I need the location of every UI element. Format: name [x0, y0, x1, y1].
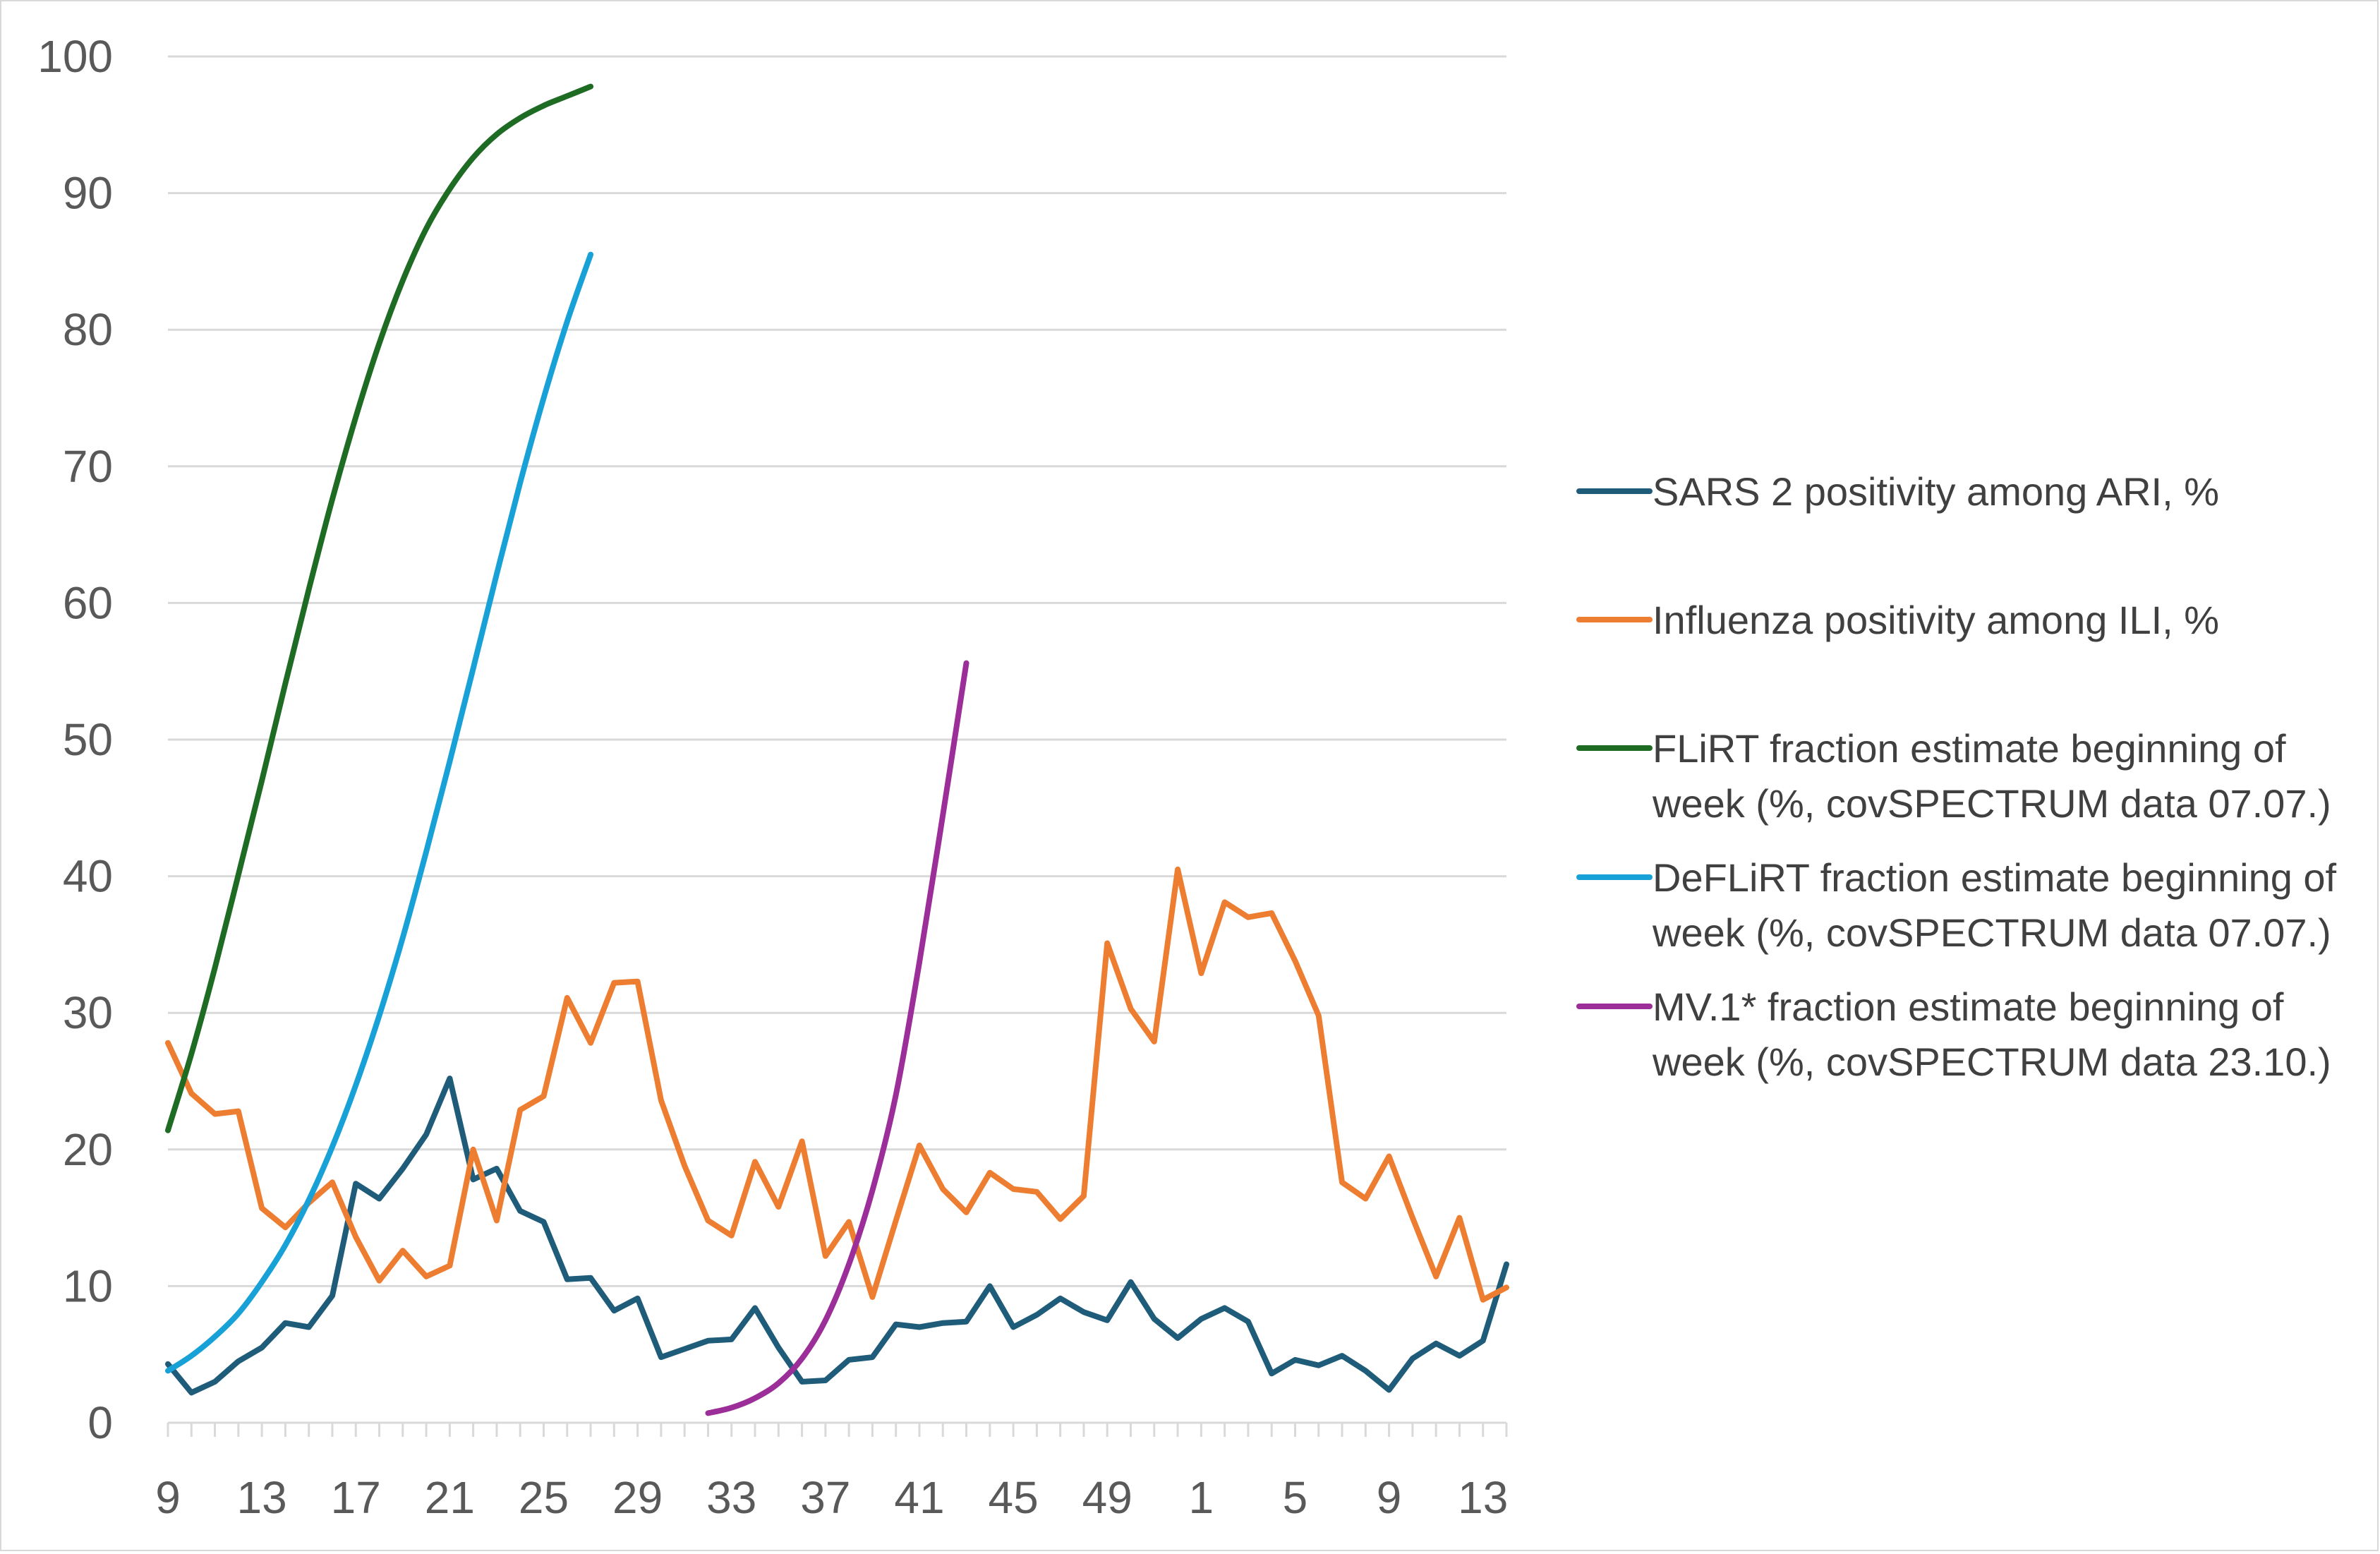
y-tick-label: 90 — [63, 168, 113, 219]
x-tick-label: 25 — [519, 1472, 569, 1523]
legend-label: MV.1* fraction estimate beginning of week… — [1652, 984, 2331, 1084]
legend-label: FLiRT fraction estimate beginning of week… — [1652, 726, 2331, 826]
x-tick-label: 13 — [237, 1472, 287, 1523]
x-axis-tick-labels: 9 13 17 21 25 29 33 37 41 45 49 1 5 9 13 — [155, 1472, 1508, 1523]
y-tick-label: 80 — [63, 304, 113, 355]
x-tick-label: 33 — [706, 1472, 756, 1523]
legend-label: DeFLiRT fraction estimate beginning of we… — [1652, 855, 2337, 955]
y-axis-tick-labels: 0 10 20 30 40 50 60 70 80 90 100 — [37, 31, 113, 1448]
series-lines — [165, 83, 1509, 1416]
x-tick-label: 5 — [1283, 1472, 1308, 1523]
x-tick-label: 13 — [1458, 1472, 1508, 1523]
y-tick-label: 10 — [63, 1260, 113, 1311]
x-tick-label: 9 — [155, 1472, 181, 1523]
x-tick-label: 29 — [612, 1472, 663, 1523]
series-line-5 — [705, 660, 969, 1416]
legend: SARS 2 positivity among ARI, % Influenza … — [1576, 469, 2337, 1084]
x-tick-label: 1 — [1189, 1472, 1214, 1523]
legend-item: SARS 2 positivity among ARI, % — [1576, 469, 2219, 514]
y-tick-label: 20 — [63, 1124, 113, 1175]
y-tick-label: 30 — [63, 987, 113, 1038]
x-tick-label: 49 — [1082, 1472, 1132, 1523]
x-axis — [167, 1421, 1508, 1437]
x-tick-label: 17 — [331, 1472, 381, 1523]
legend-item: FLiRT fraction estimate beginning of week… — [1576, 726, 2331, 826]
y-tick-label: 60 — [63, 577, 113, 628]
x-tick-label: 41 — [894, 1472, 944, 1523]
x-tick-label: 37 — [800, 1472, 850, 1523]
legend-label: SARS 2 positivity among ARI, % — [1653, 469, 2219, 514]
legend-item: Influenza positivity among ILI, % — [1576, 598, 2219, 642]
x-tick-label: 45 — [989, 1472, 1039, 1523]
x-tick-label: 9 — [1377, 1472, 1402, 1523]
gridlines — [168, 55, 1506, 1287]
y-tick-label: 50 — [63, 714, 113, 765]
y-tick-label: 40 — [63, 851, 113, 902]
series-line-1 — [165, 1076, 1509, 1396]
legend-item: DeFLiRT fraction estimate beginning of we… — [1576, 855, 2337, 955]
y-tick-label: 70 — [63, 441, 113, 492]
series-line-4 — [165, 251, 594, 1374]
legend-item: MV.1* fraction estimate beginning of week… — [1576, 984, 2331, 1084]
x-tick-label: 21 — [425, 1472, 475, 1523]
y-tick-label: 0 — [87, 1397, 113, 1448]
legend-label: Influenza positivity among ILI, % — [1653, 598, 2219, 642]
y-tick-label: 100 — [37, 31, 113, 82]
series-line-2 — [165, 866, 1509, 1303]
series-line-3 — [165, 83, 594, 1133]
